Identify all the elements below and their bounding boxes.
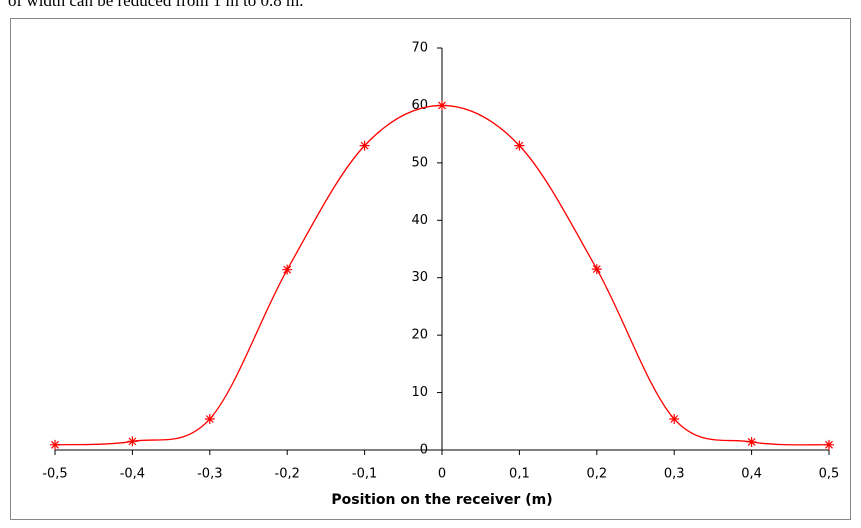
data-marker: [669, 413, 680, 424]
x-tick-label: 0,5: [819, 467, 840, 482]
y-tick-label: 0: [420, 443, 428, 458]
x-tick-label: -0,5: [42, 467, 67, 482]
x-tick-label: 0: [438, 467, 446, 482]
chart-frame: [10, 18, 851, 520]
data-marker: [591, 264, 602, 275]
caption: of width can be reduced from 1 m to 0.8 …: [8, 0, 304, 10]
x-tick-label: -0,2: [275, 467, 300, 482]
x-tick-label: 0,1: [509, 467, 530, 482]
y-tick-label: 70: [411, 41, 428, 56]
y-tick-label: 20: [411, 328, 428, 343]
x-tick-label: 0,3: [664, 467, 685, 482]
data-marker: [127, 436, 138, 447]
x-tick-label: -0,3: [197, 467, 222, 482]
y-tick-label: 40: [411, 213, 428, 228]
data-marker: [282, 264, 293, 275]
data-marker: [359, 140, 370, 151]
x-tick-label: 0,2: [586, 467, 607, 482]
x-axis-title: Position on the receiver (m): [331, 492, 552, 508]
data-marker: [437, 100, 447, 111]
data-marker: [514, 140, 525, 151]
y-tick-label: 60: [411, 98, 428, 113]
data-marker: [824, 439, 834, 450]
data-marker: [204, 413, 215, 424]
y-tick-label: 10: [411, 385, 428, 400]
x-tick-label: -0,1: [352, 467, 377, 482]
data-marker: [50, 439, 60, 450]
data-marker: [746, 436, 757, 447]
x-tick-label: -0,4: [120, 467, 145, 482]
x-tick-label: 0,4: [741, 467, 762, 482]
y-tick-label: 30: [411, 270, 428, 285]
y-tick-label: 50: [411, 155, 428, 170]
